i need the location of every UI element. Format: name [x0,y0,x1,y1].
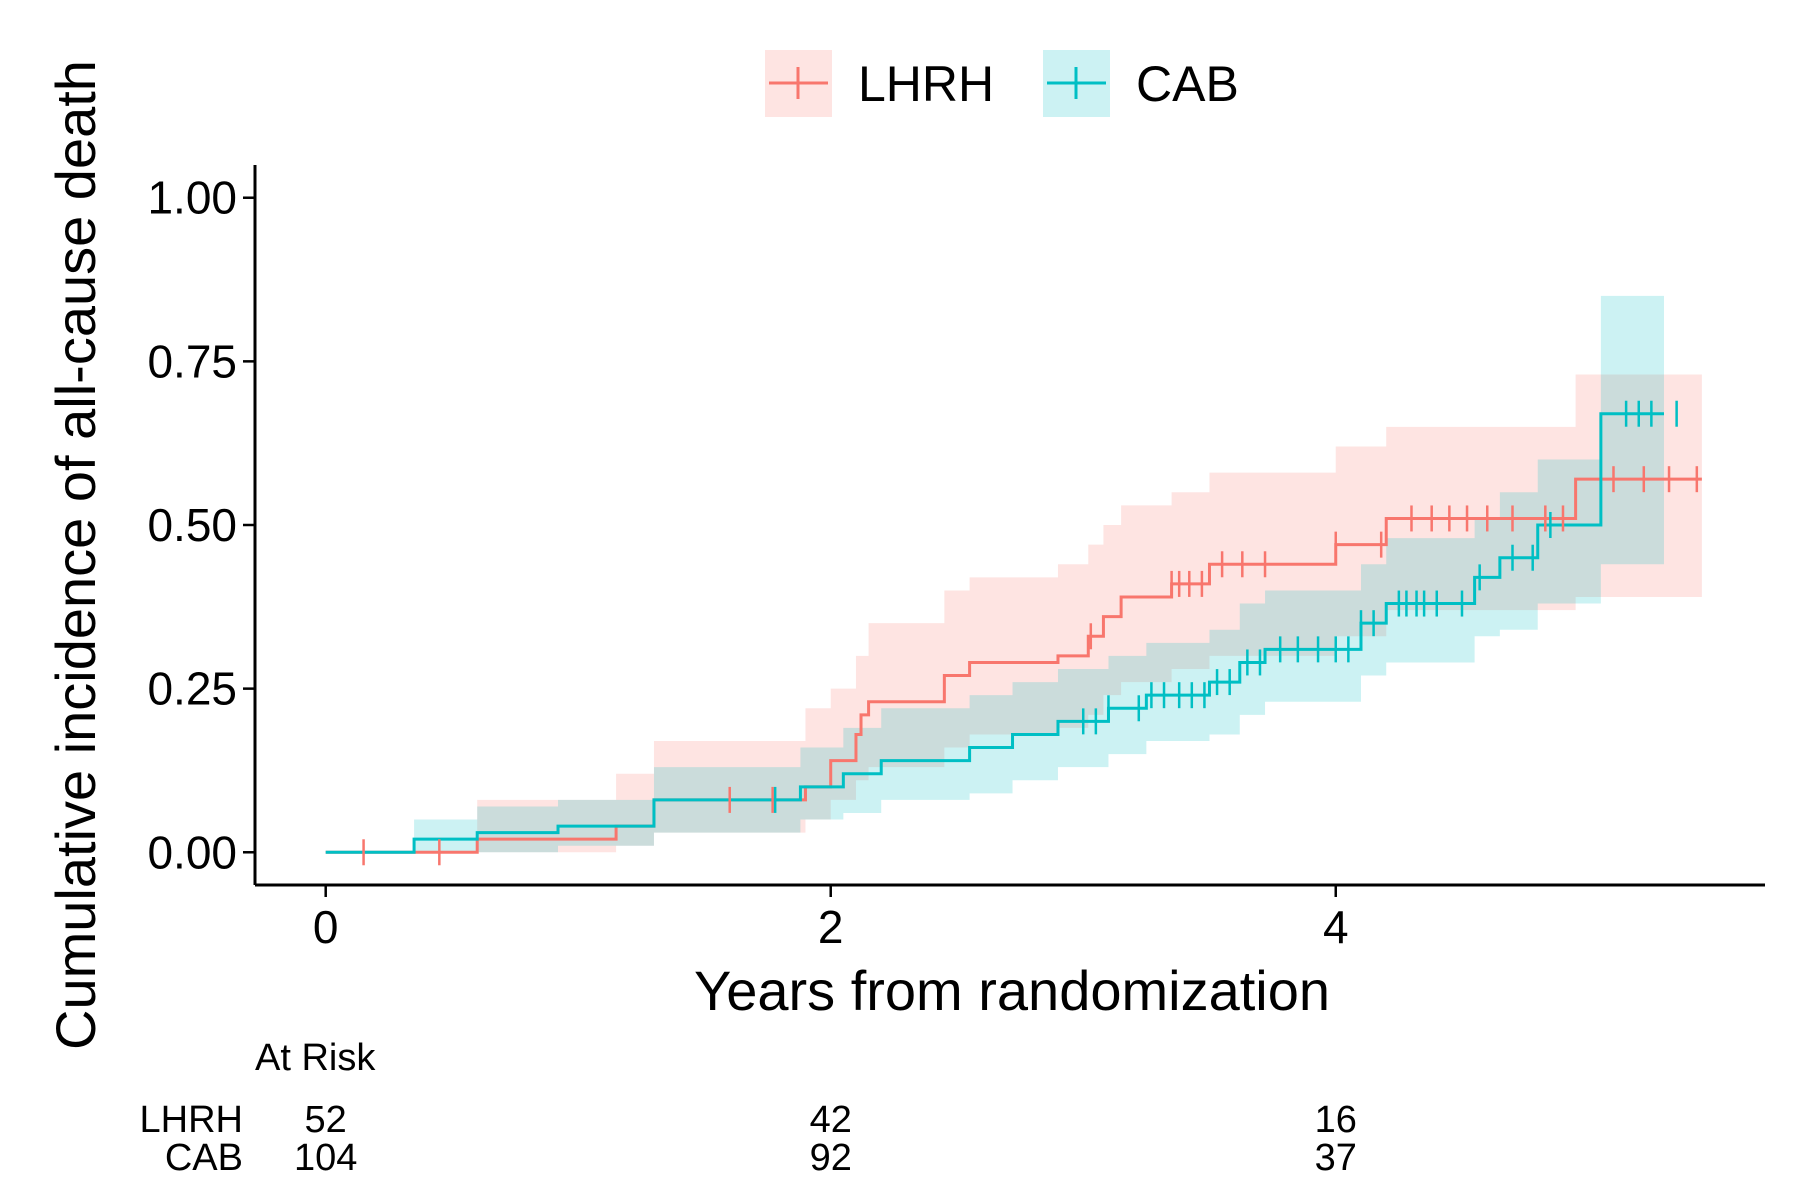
y-tick-label: 0.25 [147,663,237,715]
ci-band-cab [325,295,1664,853]
axes: 0.00 0.25 0.50 0.75 1.00 0 2 4 Years from random… [44,60,1765,1050]
risk-count-lhrh: 16 [1315,1099,1357,1141]
confidence-bands [325,295,1702,853]
y-tick-label: 0.75 [147,335,237,387]
censor-marks [362,400,1699,866]
x-axis-title: Years from randomization [694,959,1330,1022]
legend-label-lhrh: LHRH [858,56,994,112]
risk-row-label-lhrh: LHRH [140,1099,243,1141]
x-tick-label: 2 [818,901,844,953]
y-tick-label: 1.00 [147,172,237,224]
risk-table: At Risk LHRH 52 42 16 CAB 104 92 37 [140,1037,1357,1179]
risk-count-lhrh: 42 [810,1099,852,1141]
risk-count-cab: 92 [810,1137,852,1179]
y-tick-label: 0.00 [147,826,237,878]
risk-count-cab: 104 [294,1137,357,1179]
risk-table-title: At Risk [255,1037,376,1079]
x-tick-label: 0 [313,901,339,953]
ci-band-lhrh [325,374,1702,853]
risk-count-cab: 37 [1315,1137,1357,1179]
risk-row-label-cab: CAB [165,1137,243,1179]
legend: LHRH CAB [765,50,1239,117]
legend-label-cab: CAB [1136,56,1239,112]
risk-count-lhrh: 52 [305,1099,347,1141]
y-tick-label: 0.50 [147,499,237,551]
y-axis-title: Cumulative incidence of all-cause death [44,60,107,1050]
x-tick-label: 4 [1323,901,1349,953]
